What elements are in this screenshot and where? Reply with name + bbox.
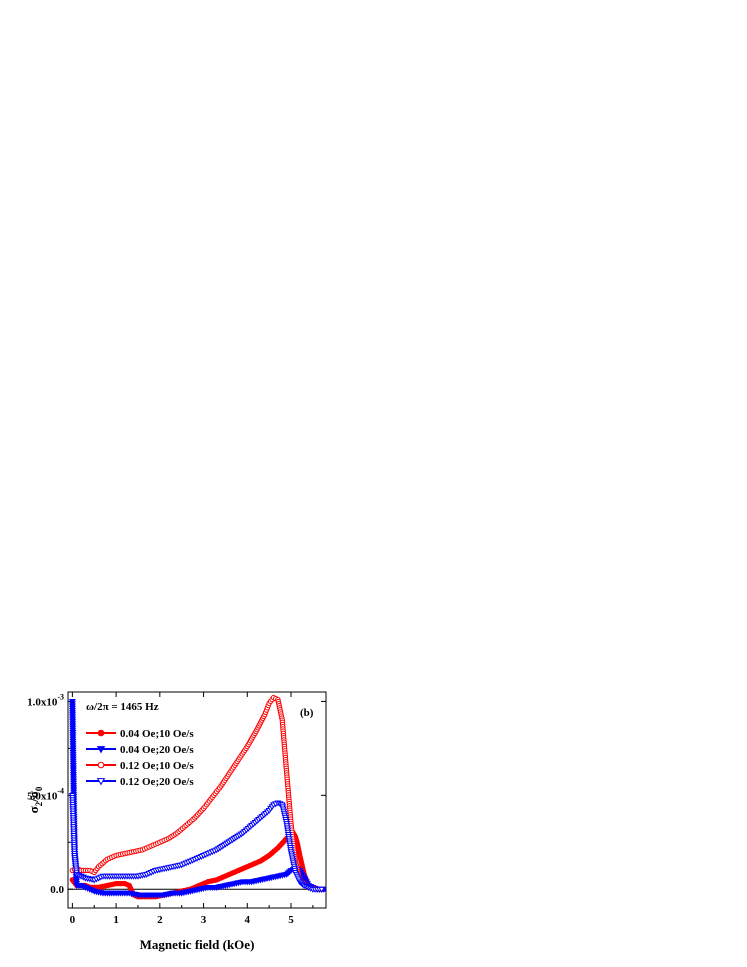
y-axis-title: σ2/σ0 (26, 786, 44, 813)
x-axis-title: Magnetic field (kOe) (140, 937, 255, 952)
x-tick-label-1: 1 (113, 914, 119, 926)
x-tick-label-5: 5 (288, 914, 294, 926)
y-tick-label-0: 0.0 (50, 884, 64, 896)
legend-marker-0 (97, 729, 105, 737)
x-tick-label-4: 4 (245, 914, 251, 926)
series-3 (68, 792, 326, 893)
series-point-3 (318, 886, 326, 893)
y-tick-label-1: 5.0x10-4 (27, 786, 64, 802)
x-tick-label-2: 2 (157, 914, 163, 926)
plot-frame (67, 691, 327, 909)
legend-label-1: 0.04 Oe;20 Oe/s (120, 744, 194, 756)
legend: 0.04 Oe;10 Oe/s 0.04 Oe;20 Oe/s 0.12 Oe;10… (86, 728, 194, 788)
legend-label-2: 0.12 Oe;10 Oe/s (120, 760, 194, 772)
legend-marker-1 (96, 746, 106, 754)
panel-label: (b) (300, 707, 314, 719)
legend-label-0: 0.04 Oe;10 Oe/s (120, 728, 194, 740)
x-tick-label-0: 0 (70, 914, 76, 926)
x-tick-label-3: 3 (201, 914, 207, 926)
ticks: 0 1 2 3 4 5 0.0 5.0x10-4 1.0x10-3 (27, 692, 326, 926)
y-tick-label-2: 1.0x10-3 (27, 692, 64, 708)
legend-label-3: 0.12 Oe;20 Oe/s (120, 776, 194, 788)
series-layer (68, 694, 326, 900)
legend-marker-3 (96, 778, 106, 786)
legend-marker-2 (97, 761, 105, 769)
frequency-annotation: ω/2π = 1465 Hz (86, 701, 159, 713)
